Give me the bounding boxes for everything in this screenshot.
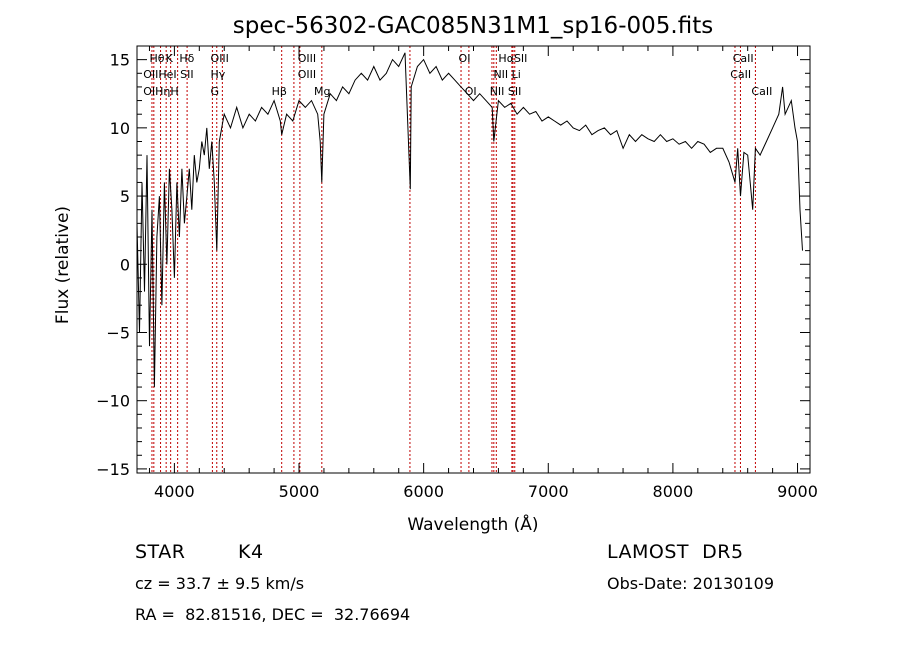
spectrum-chart: 4000 5000 6000 7000 8000 9000 −15 −10 −5 0 5 10 15 s…	[53, 13, 818, 535]
line-label: OIHηH	[143, 85, 178, 98]
line-label: NII SII	[490, 85, 522, 98]
chart-title: spec-56302-GAC085N31M1_sp16-005.fits	[233, 13, 713, 39]
line-label: HαSII	[498, 52, 527, 65]
observation-date: Obs-Date: 20130109	[607, 574, 775, 593]
line-label: CaII	[733, 52, 754, 65]
emission-line-markers	[151, 46, 756, 473]
object-class: STAR	[135, 541, 186, 563]
coordinates: RA = 82.81516, DEC = 32.76694	[135, 605, 411, 624]
y-tick-label: 10	[110, 119, 130, 138]
emission-line-labels: Hθ K Hδ OIII OIII OI HαSII CaII OIIHeI SII Hγ OIII…	[143, 52, 772, 98]
line-label: G	[211, 85, 220, 98]
line-label: OI	[459, 52, 471, 65]
x-axis-label: Wavelength (Å)	[407, 513, 538, 535]
line-label: CaII	[751, 85, 772, 98]
line-label: OI	[465, 85, 477, 98]
line-label: OIII	[298, 68, 316, 81]
x-tick-label: 6000	[403, 482, 444, 501]
y-tick-label: −5	[106, 323, 130, 342]
y-axis-label: Flux (relative)	[53, 206, 73, 324]
x-tick-label: 5000	[279, 482, 320, 501]
redshift-value: cz = 33.7 ± 9.5 km/s	[135, 574, 305, 593]
line-label: OIII	[211, 52, 229, 65]
survey-label: LAMOST DR5	[607, 541, 744, 563]
y-tick-label: −15	[96, 460, 130, 479]
y-tick-label: −10	[96, 392, 130, 411]
line-label: CaII	[730, 68, 751, 81]
y-tick-label: 0	[120, 255, 130, 274]
y-tick-label: 5	[120, 187, 130, 206]
axis-ticks: 4000 5000 6000 7000 8000 9000 −15 −10 −5 0 5 10 15	[96, 46, 818, 501]
line-label: Mg	[314, 85, 330, 98]
line-label: Hδ	[179, 52, 194, 65]
line-label: Hγ	[211, 68, 226, 81]
line-label: OIII	[298, 52, 316, 65]
object-subclass: K4	[238, 541, 264, 563]
line-label: OIIHeI SII	[143, 68, 193, 81]
spectrum-line	[136, 52, 803, 388]
spectrum-series	[136, 52, 803, 388]
x-tick-label: 8000	[653, 482, 694, 501]
line-label: NII Li	[493, 68, 520, 81]
x-tick-label: 9000	[777, 482, 818, 501]
line-label: Hθ	[149, 52, 164, 65]
x-tick-label: 7000	[528, 482, 569, 501]
line-label: Hβ	[272, 85, 287, 98]
y-tick-label: 15	[110, 51, 130, 70]
line-label: K	[166, 52, 174, 65]
x-tick-label: 4000	[154, 482, 195, 501]
